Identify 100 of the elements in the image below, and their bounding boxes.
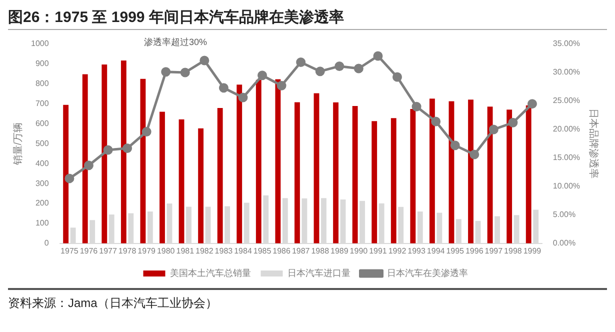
y-tick-label: 800 bbox=[35, 79, 50, 88]
y-tick-label: 300 bbox=[35, 178, 50, 188]
point bbox=[431, 116, 441, 126]
y-tick-label: 100 bbox=[35, 218, 50, 228]
bar bbox=[487, 106, 493, 244]
x-tick-label: 1995 bbox=[446, 246, 465, 256]
bar bbox=[178, 119, 184, 244]
legend-label: 日本汽车进口量 bbox=[287, 268, 350, 278]
point bbox=[64, 174, 74, 184]
x-tick-label: 1977 bbox=[99, 246, 118, 256]
point bbox=[200, 56, 210, 66]
x-tick-label: 1999 bbox=[523, 246, 542, 256]
chart-title: 图26：1975 至 1999 年间日本汽车品牌在美渗透率 bbox=[8, 8, 607, 30]
bar bbox=[275, 79, 281, 244]
x-tick-label: 1975 bbox=[60, 246, 79, 256]
point bbox=[354, 64, 364, 74]
x-tick-label: 1978 bbox=[118, 246, 137, 256]
bar bbox=[468, 100, 474, 244]
y-tick-label: 900 bbox=[35, 59, 50, 68]
x-tick-label: 1986 bbox=[272, 246, 291, 256]
bar bbox=[198, 128, 204, 244]
bar bbox=[120, 60, 126, 244]
point bbox=[238, 92, 248, 102]
y2-tick-label: 5.00% bbox=[552, 210, 576, 220]
y2-tick-label: 20.00% bbox=[552, 124, 580, 134]
x-tick-label: 1982 bbox=[196, 246, 214, 256]
y2-tick-label: 15.00% bbox=[552, 153, 580, 162]
legend-label: 美国本土汽车总销量 bbox=[170, 268, 251, 278]
x-tick-label: 1979 bbox=[138, 246, 156, 256]
bar bbox=[82, 74, 88, 244]
bar bbox=[63, 104, 69, 244]
y2-tick-label: 10.00% bbox=[552, 182, 580, 191]
x-tick-label: 1993 bbox=[408, 246, 426, 256]
bar bbox=[140, 78, 146, 244]
x-tick-label: 1981 bbox=[176, 246, 195, 256]
text: 资料来源：Jama（日本汽车工业协会） bbox=[8, 295, 218, 312]
point bbox=[258, 70, 268, 80]
bar bbox=[372, 121, 378, 244]
point bbox=[373, 51, 383, 61]
y-tick-label: 700 bbox=[35, 99, 50, 108]
point bbox=[142, 126, 152, 136]
y-tick-label: 1000 bbox=[31, 39, 50, 48]
bar bbox=[333, 102, 338, 244]
annotation: 渗透率超过30% bbox=[144, 36, 207, 47]
bar bbox=[314, 93, 320, 244]
point bbox=[527, 99, 537, 109]
bar bbox=[526, 105, 532, 244]
point bbox=[508, 118, 518, 128]
x-tick-label: 1994 bbox=[426, 246, 446, 256]
x-tick-label: 1976 bbox=[80, 246, 98, 256]
point bbox=[334, 61, 344, 71]
bar bbox=[352, 106, 358, 244]
point bbox=[296, 57, 306, 67]
point bbox=[392, 72, 402, 82]
point bbox=[122, 144, 132, 154]
x-tick-label: 1987 bbox=[292, 246, 310, 256]
point bbox=[450, 140, 460, 150]
x-tick-label: 1988 bbox=[311, 246, 330, 256]
bar bbox=[294, 102, 300, 244]
point bbox=[470, 150, 480, 160]
x-tick-label: 1985 bbox=[253, 246, 272, 256]
bar bbox=[160, 112, 165, 244]
y2-tick-label: 30.00% bbox=[552, 68, 580, 77]
point bbox=[84, 160, 94, 170]
x-tick-label: 1984 bbox=[234, 246, 252, 256]
y-tick-label: 600 bbox=[35, 118, 50, 128]
bar bbox=[506, 110, 512, 244]
y-tick-label: 400 bbox=[35, 158, 50, 168]
point bbox=[276, 80, 286, 90]
x-tick-label: 1996 bbox=[465, 246, 484, 256]
bar bbox=[390, 118, 396, 244]
point bbox=[315, 66, 325, 76]
x-tick-label: 1998 bbox=[504, 246, 522, 256]
y-tick-label: 500 bbox=[35, 138, 50, 148]
y2-tick-label: 35.00% bbox=[552, 39, 580, 48]
bar bbox=[236, 84, 242, 244]
point bbox=[218, 83, 228, 93]
point bbox=[161, 67, 171, 77]
y-tick-label: 200 bbox=[35, 198, 50, 208]
point bbox=[488, 124, 498, 134]
x-tick-label: 1992 bbox=[388, 246, 407, 256]
bar bbox=[102, 64, 108, 244]
x-tick-label: 1989 bbox=[330, 246, 349, 256]
point bbox=[103, 145, 113, 155]
legend-label: 日本汽车在美渗透率 bbox=[386, 268, 468, 278]
point bbox=[180, 68, 190, 78]
y2-axis-title: 日本品牌渗透率 bbox=[587, 108, 600, 179]
x-tick-label: 1997 bbox=[484, 246, 504, 256]
point bbox=[412, 102, 422, 112]
y2-tick-label: 0.00% bbox=[552, 238, 576, 248]
x-tick-label: 1991 bbox=[369, 246, 388, 256]
x-tick-label: 1990 bbox=[350, 246, 368, 256]
bar bbox=[410, 109, 416, 244]
bar bbox=[217, 108, 223, 244]
x-tick-label: 1980 bbox=[156, 246, 176, 256]
x-tick-label: 1983 bbox=[214, 246, 234, 256]
bar bbox=[429, 98, 435, 244]
y-tick-label: 0 bbox=[44, 238, 50, 248]
y-axis-title: 销量/万辆 bbox=[12, 122, 24, 166]
bar bbox=[256, 80, 262, 244]
